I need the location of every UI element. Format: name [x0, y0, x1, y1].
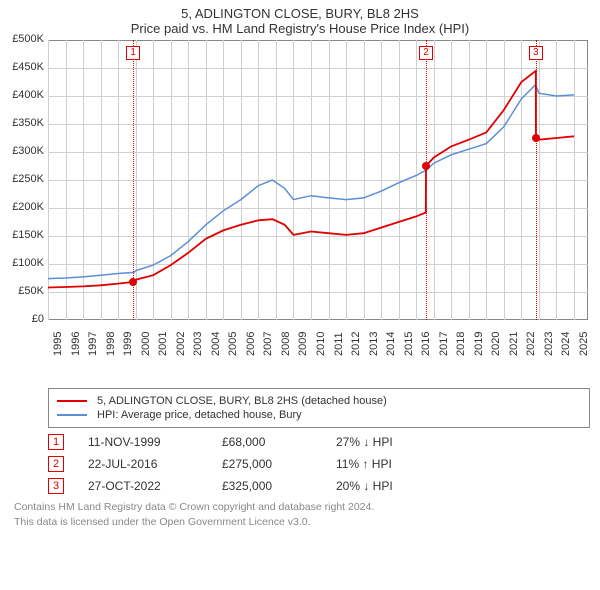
title-address: 5, ADLINGTON CLOSE, BURY, BL8 2HS	[0, 6, 600, 21]
event-vline	[426, 40, 427, 320]
legend-label: HPI: Average price, detached house, Bury	[97, 409, 302, 421]
legend-swatch	[57, 414, 87, 416]
x-tick-label: 2004	[210, 332, 222, 356]
x-tick-label: 1997	[87, 332, 99, 356]
x-tick-label: 2008	[280, 332, 292, 356]
event-number-box: 1	[48, 434, 64, 450]
event-date: 11-NOV-1999	[88, 435, 198, 449]
legend-swatch	[57, 400, 87, 402]
x-tick-label: 2010	[315, 332, 327, 356]
event-delta: 20% ↓ HPI	[336, 479, 436, 493]
x-tick-label: 2024	[560, 332, 572, 356]
legend: 5, ADLINGTON CLOSE, BURY, BL8 2HS (detac…	[48, 388, 590, 428]
legend-row: 5, ADLINGTON CLOSE, BURY, BL8 2HS (detac…	[57, 395, 581, 407]
x-tick-label: 2016	[420, 332, 432, 356]
x-tick-label: 2015	[403, 332, 415, 356]
x-tick-label: 2001	[157, 332, 169, 356]
event-vline	[536, 40, 537, 320]
x-tick-label: 2003	[192, 332, 204, 356]
event-marker-box: 2	[419, 46, 433, 60]
x-tick-label: 2013	[368, 332, 380, 356]
x-tick-label: 2025	[578, 332, 590, 356]
event-delta: 27% ↓ HPI	[336, 435, 436, 449]
attribution-line2: This data is licensed under the Open Gov…	[14, 515, 590, 530]
events-table: 1 11-NOV-1999 £68,000 27% ↓ HPI 2 22-JUL-2016…	[48, 434, 590, 494]
x-tick-label: 2022	[525, 332, 537, 356]
legend-label: 5, ADLINGTON CLOSE, BURY, BL8 2HS (detac…	[97, 395, 387, 407]
x-tick-label: 2021	[508, 332, 520, 356]
series-hpi	[48, 85, 574, 279]
attribution-line1: Contains HM Land Registry data © Crown c…	[14, 500, 590, 515]
event-number-box: 2	[48, 456, 64, 472]
title-block: 5, ADLINGTON CLOSE, BURY, BL8 2HS Price …	[0, 0, 600, 40]
x-tick-label: 2005	[227, 332, 239, 356]
event-price: £275,000	[222, 457, 312, 471]
event-row: 1 11-NOV-1999 £68,000 27% ↓ HPI	[48, 434, 590, 450]
x-tick-label: 1998	[105, 332, 117, 356]
x-tick-label: 2018	[455, 332, 467, 356]
x-tick-label: 2019	[473, 332, 485, 356]
x-tick-label: 1995	[52, 332, 64, 356]
event-row: 2 22-JUL-2016 £275,000 11% ↑ HPI	[48, 456, 590, 472]
x-tick-label: 2014	[385, 332, 397, 356]
x-tick-label: 1999	[122, 332, 134, 356]
chart-area: £0£50K£100K£150K£200K£250K£300K£350K£400…	[0, 40, 600, 380]
series-price_paid	[48, 71, 574, 288]
x-tick-label: 2020	[490, 332, 502, 356]
x-tick-label: 2023	[543, 332, 555, 356]
event-row: 3 27-OCT-2022 £325,000 20% ↓ HPI	[48, 478, 590, 494]
event-dot	[422, 162, 430, 170]
x-tick-label: 2007	[262, 332, 274, 356]
event-dot	[129, 278, 137, 286]
x-tick-label: 2009	[297, 332, 309, 356]
x-tick-label: 2002	[175, 332, 187, 356]
x-tick-label: 2006	[245, 332, 257, 356]
title-subtitle: Price paid vs. HM Land Registry's House …	[0, 21, 600, 36]
legend-row: HPI: Average price, detached house, Bury	[57, 409, 581, 421]
x-tick-label: 2000	[140, 332, 152, 356]
x-tick-label: 2017	[438, 332, 450, 356]
event-marker-box: 1	[126, 46, 140, 60]
series-svg	[0, 40, 590, 322]
x-tick-label: 2011	[333, 332, 345, 356]
event-dot	[532, 134, 540, 142]
event-price: £68,000	[222, 435, 312, 449]
event-delta: 11% ↑ HPI	[336, 457, 436, 471]
event-marker-box: 3	[529, 46, 543, 60]
event-number-box: 3	[48, 478, 64, 494]
event-price: £325,000	[222, 479, 312, 493]
event-date: 22-JUL-2016	[88, 457, 198, 471]
x-tick-label: 1996	[70, 332, 82, 356]
event-date: 27-OCT-2022	[88, 479, 198, 493]
attribution: Contains HM Land Registry data © Crown c…	[14, 500, 590, 529]
x-tick-label: 2012	[350, 332, 362, 356]
